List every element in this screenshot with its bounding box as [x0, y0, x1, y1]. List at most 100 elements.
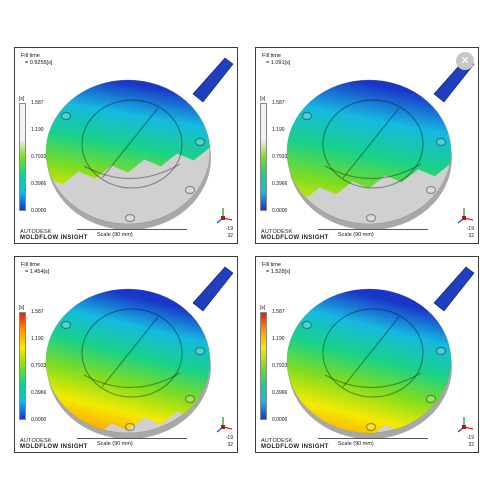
- scale-bar: [77, 229, 187, 232]
- filled-region: [287, 80, 451, 210]
- fill-time-value: = 0.9255[s]: [25, 60, 53, 66]
- legend-tick: 1.190: [31, 127, 44, 133]
- part-features: [60, 99, 206, 223]
- fill-time-label: Fill time: [21, 53, 40, 59]
- brand-logo: AUTODESK MOLDFLOW INSIGHT: [261, 438, 329, 450]
- part-features: [60, 308, 206, 432]
- filled-region: [287, 289, 451, 433]
- part-render: [45, 57, 234, 230]
- color-legend: [s] 1.587 1.190 0.7933 0.3966 0.0000: [260, 96, 300, 214]
- legend-tick: 0.0000: [31, 417, 47, 423]
- scale-label: Scale (90 mm): [97, 232, 133, 238]
- runner: [192, 57, 234, 103]
- fill-time-label: Fill time: [262, 262, 281, 268]
- triad-number: 32: [468, 442, 474, 448]
- part-render: [45, 266, 234, 439]
- fill-time-panel-2: Fill time = 1.091[s] [s] 1.587 1.190 0.7933 0.…: [255, 47, 479, 244]
- scale-bar: [77, 438, 187, 441]
- fill-time-panel-4: Fill time = 1.528[s] [s] 1.587 1.190 0.7933 0.…: [255, 256, 479, 453]
- legend-tick: 0.3966: [31, 390, 47, 396]
- scale-label: Scale (90 mm): [338, 232, 374, 238]
- scale-label: Scale (90 mm): [338, 441, 374, 447]
- part-features: [301, 308, 447, 432]
- fill-time-value: = 1.091[s]: [266, 60, 291, 66]
- scale-label: Scale (90 mm): [97, 441, 133, 447]
- screw-hole: [60, 320, 72, 330]
- screw-hole: [184, 185, 196, 195]
- runner: [192, 266, 234, 312]
- screw-hole: [425, 185, 437, 195]
- brand-logo: AUTODESK MOLDFLOW INSIGHT: [20, 438, 88, 450]
- legend-tick: 0.0000: [31, 208, 47, 214]
- legend-tick: 1.587: [31, 100, 44, 106]
- triad-number: 32: [468, 233, 474, 239]
- triad-number: 32: [227, 233, 233, 239]
- legend-unit: [s]: [260, 305, 266, 311]
- screw-hole: [435, 137, 447, 147]
- legend-tick: 0.3966: [31, 181, 47, 187]
- orientation-triad-icon: -19 32: [456, 415, 476, 449]
- legend-color-bar: [19, 312, 26, 420]
- brand-logo: AUTODESK MOLDFLOW INSIGHT: [20, 229, 88, 241]
- screw-hole: [194, 137, 206, 147]
- legend-tick: 1.587: [31, 309, 44, 315]
- legend-tick: 1.190: [272, 127, 285, 133]
- legend-unit: [s]: [19, 96, 25, 102]
- color-legend: [s] 1.587 1.190 0.7933 0.3966 0.0000: [260, 305, 300, 423]
- screw-hole: [435, 346, 447, 356]
- triad-number: -19: [225, 435, 233, 441]
- runner: [433, 266, 475, 312]
- legend-color-bar: [260, 103, 267, 211]
- brand-autodesk: AUTODESK: [261, 229, 293, 235]
- screw-hole: [194, 346, 206, 356]
- legend-unit: [s]: [19, 305, 25, 311]
- legend-color-bar: [19, 103, 26, 211]
- screw-hole: [301, 320, 313, 330]
- brand-logo: AUTODESK MOLDFLOW INSIGHT: [261, 229, 329, 241]
- legend-tick: 0.3966: [272, 390, 288, 396]
- screw-hole: [365, 422, 377, 432]
- filled-region: [46, 80, 210, 194]
- screw-hole: [124, 422, 136, 432]
- legend-unit: [s]: [260, 96, 266, 102]
- orientation-triad-icon: -19 32: [215, 206, 235, 240]
- brand-moldflow: MOLDFLOW INSIGHT: [261, 235, 329, 241]
- brand-autodesk: AUTODESK: [20, 438, 52, 444]
- brand-autodesk: AUTODESK: [261, 438, 293, 444]
- part-features: [301, 99, 447, 223]
- brand-autodesk: AUTODESK: [20, 229, 52, 235]
- screw-hole: [301, 111, 313, 121]
- brand-moldflow: MOLDFLOW INSIGHT: [261, 444, 329, 450]
- fill-time-value: = 1.454[s]: [25, 269, 50, 275]
- triad-number: -19: [466, 226, 474, 232]
- legend-tick: 1.587: [272, 309, 285, 315]
- screw-hole: [124, 213, 136, 223]
- legend-tick: 0.7933: [272, 363, 288, 369]
- scale-bar: [318, 438, 428, 441]
- fill-time-panel-1: Fill time = 0.9255[s] [s] 1.587 1.190 0.7933 0…: [14, 47, 238, 244]
- legend-tick: 0.7933: [272, 154, 288, 160]
- legend-tick: 0.3966: [272, 181, 288, 187]
- fill-time-label: Fill time: [21, 262, 40, 268]
- brand-moldflow: MOLDFLOW INSIGHT: [20, 235, 88, 241]
- color-legend: [s] 1.587 1.190 0.7933 0.3966 0.0000: [19, 96, 59, 214]
- legend-tick: 1.190: [272, 336, 285, 342]
- legend-tick: 0.7933: [31, 154, 47, 160]
- legend-tick: 1.587: [272, 100, 285, 106]
- legend-tick: 0.0000: [272, 417, 288, 423]
- legend-tick: 1.190: [31, 336, 44, 342]
- part-render: [286, 266, 475, 439]
- close-icon[interactable]: ✕: [456, 52, 474, 70]
- orientation-triad-icon: -19 32: [215, 415, 235, 449]
- scale-bar: [318, 229, 428, 232]
- triad-number: -19: [225, 226, 233, 232]
- color-legend: [s] 1.587 1.190 0.7933 0.3966 0.0000: [19, 305, 59, 423]
- screw-hole: [184, 394, 196, 404]
- triad-number: 32: [227, 442, 233, 448]
- screw-hole: [60, 111, 72, 121]
- fill-time-label: Fill time: [262, 53, 281, 59]
- orientation-triad-icon: -19 32: [456, 206, 476, 240]
- triad-number: -19: [466, 435, 474, 441]
- brand-moldflow: MOLDFLOW INSIGHT: [20, 444, 88, 450]
- screw-hole: [425, 394, 437, 404]
